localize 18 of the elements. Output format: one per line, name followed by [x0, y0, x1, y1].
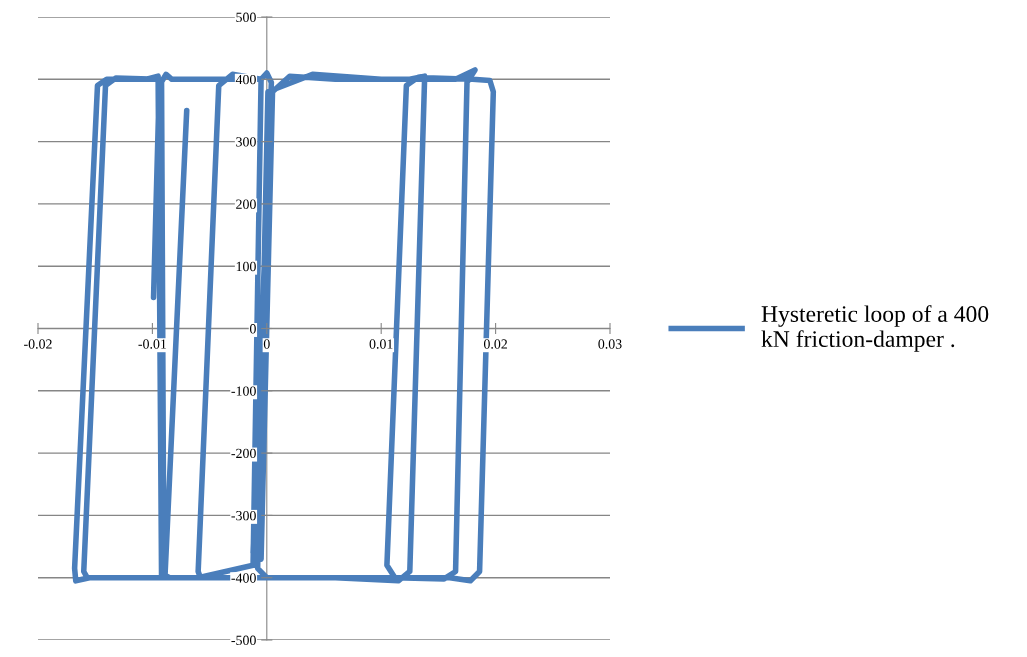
x-tick-label: -0.02: [24, 339, 52, 349]
y-tick-label: 0: [249, 324, 256, 334]
y-tick-label: 400: [235, 74, 256, 85]
x-tick-label: 0.02: [483, 339, 507, 349]
y-tick-label: 300: [236, 137, 256, 147]
y-tick-label: -500: [231, 635, 256, 645]
y-tick-label: 100: [236, 261, 256, 272]
x-tick-label: 0.01: [369, 339, 393, 349]
y-tick-label: 200: [236, 199, 256, 209]
legend-label: Hysteretic loop of a 400 kN friction-damper .: [761, 305, 989, 352]
x-tick-label: 0: [263, 339, 270, 349]
x-tick-label: 0.03: [598, 339, 622, 349]
y-tick-label: -400: [231, 573, 256, 583]
x-tick-label: -0.01: [138, 339, 167, 349]
y-tick-label: 500: [236, 12, 256, 22]
y-tick-label: -300: [231, 510, 256, 521]
y-tick-label: -100: [231, 386, 256, 396]
y-tick-label: -200: [231, 448, 256, 459]
